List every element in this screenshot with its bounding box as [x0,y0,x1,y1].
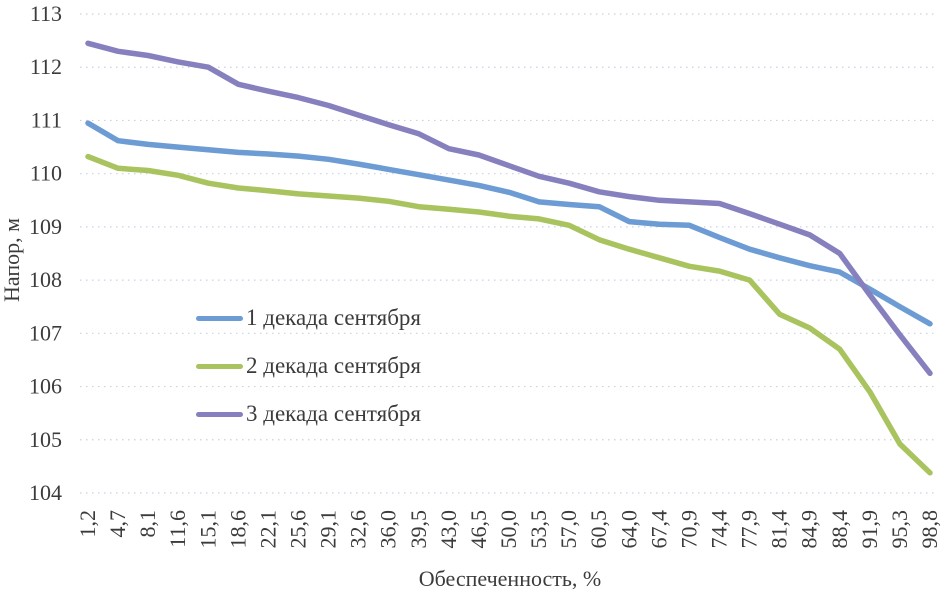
y-tick-label: 111 [31,107,62,132]
x-tick-label: 25,6 [286,510,311,549]
legend-label-decade-2: 2 декада сентября [246,353,421,378]
x-tick-label: 67,4 [646,510,671,549]
x-tick-label: 57,0 [556,510,581,549]
y-tick-label: 113 [30,1,62,26]
x-tick-label: 60,5 [586,510,611,549]
x-tick-label: 53,5 [526,510,551,549]
x-tick-label: 8,1 [135,510,160,538]
x-tick-label: 11,6 [165,510,190,548]
legend-item-decade-1: 1 декада сентября [196,294,421,342]
y-tick-label: 105 [29,427,62,452]
x-tick-label: 46,5 [466,510,491,548]
series-line-decade-3 [85,40,933,377]
x-tick-label: 81,4 [767,510,792,549]
x-tick-label: 98,8 [917,510,942,549]
legend: 1 декада сентября 2 декада сентября 3 де… [196,294,421,438]
legend-label-decade-1: 1 декада сентября [246,305,421,330]
y-tick-label: 109 [29,214,62,239]
y-tick-label: 112 [30,54,62,79]
x-tick-label: 70,9 [676,510,701,549]
x-tick-label: 84,9 [797,510,822,549]
x-tick-label: 88,4 [827,510,852,549]
x-tick-label: 29,1 [316,510,341,549]
x-tick-label: 77,9 [737,510,762,549]
y-axis-title: Напор, м [0,217,24,303]
x-tick-label: 1,2 [75,510,100,538]
x-tick-label: 32,6 [346,510,371,549]
x-tick-label: 39,5 [406,510,431,549]
x-tick-label: 91,9 [857,510,882,549]
x-tick-label: 4,7 [105,510,130,538]
x-tick-label: 50,0 [496,510,521,549]
legend-label-decade-3: 3 декада сентября [246,401,421,426]
x-tick-label: 43,0 [436,510,461,549]
x-tick-label: 18,6 [225,510,250,549]
x-tick-label: 15,1 [195,510,220,549]
y-tick-label: 104 [29,480,62,505]
x-tick-label: 95,3 [887,510,912,549]
y-tick-label: 106 [29,374,62,399]
x-tick-label: 64,0 [616,510,641,549]
series-line-decade-2 [85,153,933,476]
x-tick-label: 74,4 [707,510,732,549]
legend-swatch-decade-1 [196,315,243,321]
x-tick-label: 22,1 [255,510,280,549]
y-tick-label: 110 [30,161,62,186]
y-tick-label: 107 [29,320,62,345]
legend-item-decade-3: 3 декада сентября [196,390,421,438]
legend-swatch-decade-3 [196,411,243,417]
legend-swatch-decade-2 [196,363,243,369]
x-axis-title: Обеспеченность, % [418,566,602,591]
series-line-decade-1 [85,120,933,327]
y-tick-label: 108 [29,267,62,292]
legend-item-decade-2: 2 декада сентября [196,342,421,390]
x-tick-label: 36,0 [376,510,401,549]
